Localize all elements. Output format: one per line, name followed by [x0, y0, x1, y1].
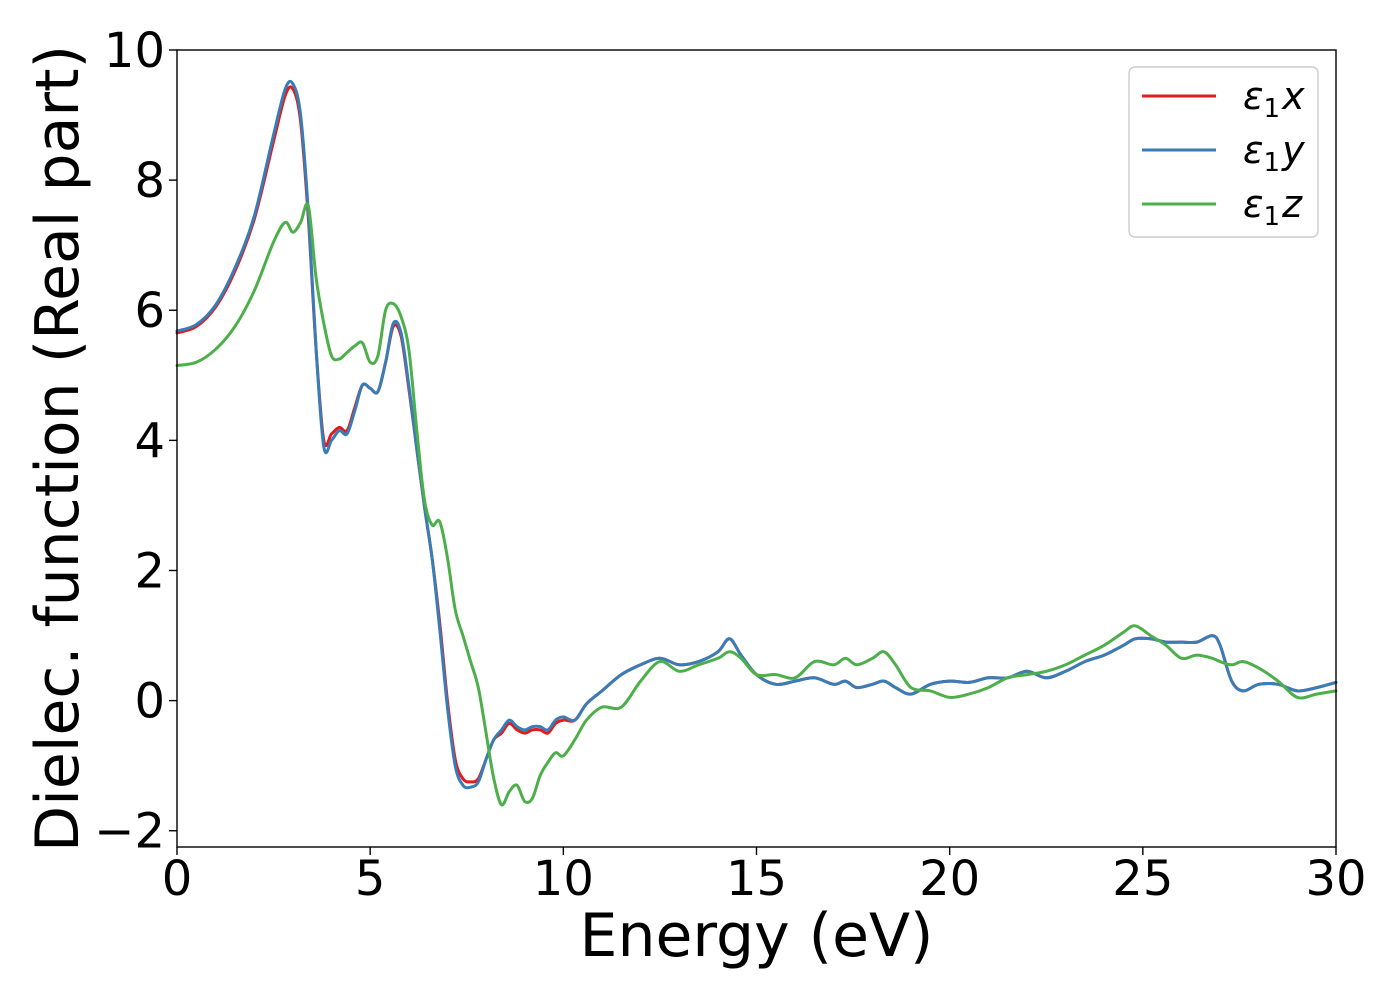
legend-label-z: ε1z	[1243, 182, 1303, 232]
y-tick-label: 2	[134, 543, 165, 599]
x-axis: 0 5 10 15 20 25 30	[162, 847, 1367, 907]
y-tick-label: 6	[134, 283, 165, 339]
legend-label-y: ε1y	[1243, 128, 1305, 178]
y-tick-label: 8	[134, 153, 165, 209]
x-tick-label: 5	[355, 851, 386, 907]
x-tick-label: 15	[726, 851, 787, 907]
x-tick-label: 20	[919, 851, 980, 907]
y-axis-title: Dielec. function (Real part)	[23, 45, 93, 852]
legend-box	[1128, 66, 1319, 238]
plot-lines	[175, 79, 1338, 807]
series-line-z	[175, 202, 1338, 807]
y-axis: −2 0 2 4 6 8 10	[94, 23, 177, 860]
x-tick-label: 30	[1305, 851, 1366, 907]
legend-label-x: ε1x	[1243, 74, 1305, 124]
series-line-y	[175, 79, 1338, 790]
x-tick-label: 10	[533, 851, 594, 907]
y-tick-label: 0	[134, 674, 165, 730]
x-tick-label: 0	[162, 851, 193, 907]
x-tick-label: 25	[1112, 851, 1173, 907]
x-axis-title: Energy (eV)	[580, 901, 934, 971]
y-tick-label: 10	[104, 23, 165, 79]
y-tick-label: 4	[134, 413, 165, 469]
y-tick-label: −2	[94, 804, 165, 860]
